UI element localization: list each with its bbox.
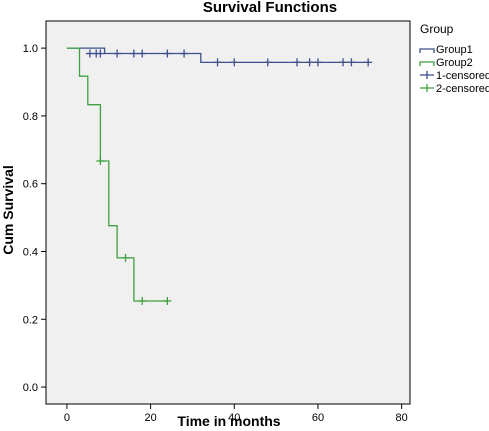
y-axis-title: Cum Survival <box>0 165 16 254</box>
legend-label: 1-censored <box>436 70 489 82</box>
y-tick-label: 0.2 <box>23 314 38 326</box>
legend-title: Group <box>420 22 454 36</box>
legend-label: 2-censored <box>436 83 489 95</box>
plot-area <box>45 20 411 405</box>
y-tick-label: 0.4 <box>23 246 38 258</box>
y-tick-label: 0.0 <box>23 382 38 394</box>
x-tick-label: 40 <box>228 412 240 424</box>
x-axis-title: Time in months <box>177 413 280 429</box>
legend-line-swatch <box>419 61 435 66</box>
survival-line-group1 <box>66 47 369 64</box>
y-tick-label: 0.8 <box>23 111 38 123</box>
x-tick-label: 20 <box>144 412 156 424</box>
series-layer <box>66 47 373 305</box>
y-tick-label: 0.6 <box>23 179 38 191</box>
x-tick-label: 80 <box>396 412 408 424</box>
legend-line-swatch <box>419 48 435 53</box>
x-tick-label: 60 <box>312 412 324 424</box>
legend-label: Group1 <box>436 44 473 56</box>
axes-layer: 0 20 40 60 80 0.0 0.2 0.4 0.6 0.8 1.0 <box>23 43 408 424</box>
chart-title: Survival Functions <box>203 0 337 16</box>
legend-label: Group2 <box>436 57 473 69</box>
y-tick-label: 1.0 <box>23 43 38 55</box>
x-tick-label: 0 <box>64 412 70 424</box>
survival-line-group2 <box>66 47 168 302</box>
